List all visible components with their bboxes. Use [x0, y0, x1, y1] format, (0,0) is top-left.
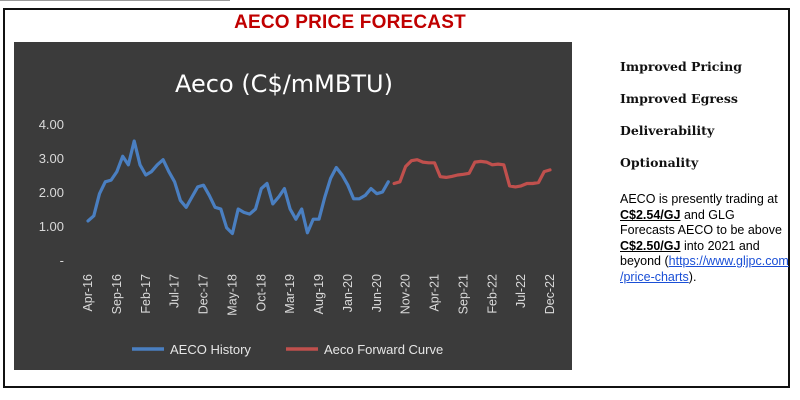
x-tick-label: Mar-19 [283, 274, 297, 314]
page-title: AECO PRICE FORECAST [234, 12, 466, 33]
y-tick-label: 3.00 [39, 151, 64, 166]
chart-background [14, 42, 572, 370]
x-tick-label: Dec-17 [197, 274, 211, 314]
x-tick-label: Jan-20 [341, 274, 355, 312]
heading-optionality: Optionality [620, 155, 699, 170]
heading-improved-pricing: Improved Pricing [620, 59, 742, 74]
x-tick-label: Feb-17 [139, 274, 153, 314]
x-tick-label: May-18 [225, 274, 239, 316]
x-tick-label: Oct-18 [254, 274, 268, 312]
x-tick-label: Jun-20 [370, 274, 384, 312]
series-line [392, 158, 552, 189]
paragraph-text-3: into 2021 and beyond ( [620, 238, 760, 269]
y-axis: - 1.00 2.00 3.00 4.00 [39, 117, 64, 268]
x-tick-label: Jul-17 [168, 274, 182, 308]
side-panel: Improved Pricing Improved Egress Deliver… [620, 60, 790, 285]
x-tick-label: Apr-16 [81, 274, 95, 312]
x-tick-label: Sep-21 [456, 274, 470, 314]
forecast-paragraph: AECO is presently trading at C$2.54/GJ a… [620, 192, 790, 285]
target-price: C$2.50/GJ [620, 238, 681, 253]
gljpc-link-part-2[interactable]: /price-charts [620, 269, 689, 284]
y-tick-label: - [60, 253, 64, 268]
current-price: C$2.54/GJ [620, 207, 681, 222]
x-tick-label: Nov-20 [399, 274, 413, 314]
heading-deliverability: Deliverability [620, 123, 715, 138]
gljpc-link-part-1[interactable]: https://www.gljpc.com [668, 254, 789, 268]
paragraph-text-1: AECO is presently trading at [620, 192, 778, 206]
legend: AECO History Aeco Forward Curve [132, 342, 443, 357]
line-chart: Aeco (C$/mMBTU) - 1.00 2.00 3.00 4.00 Apr-16… [14, 42, 572, 370]
y-tick-label: 4.00 [39, 117, 64, 132]
chart-title: Aeco (C$/mMBTU) [175, 70, 393, 98]
legend-label: Aeco Forward Curve [324, 342, 443, 357]
x-tick-label: Dec-22 [543, 274, 557, 314]
series-line [86, 139, 390, 236]
paragraph-text-2: and GLG Forecasts AECO to be above [620, 207, 782, 238]
y-tick-label: 1.00 [39, 219, 64, 234]
x-tick-label: Apr-21 [428, 274, 442, 312]
x-tick-label: Feb-22 [485, 274, 499, 314]
x-tick-label: Jul-22 [514, 274, 528, 308]
y-tick-label: 2.00 [39, 185, 64, 200]
paragraph-text-4: ). [688, 269, 697, 284]
x-axis: Apr-16 Sep-16 Feb-17 Jul-17 Dec-17 May-18 Oct-… [81, 274, 557, 316]
heading-improved-egress: Improved Egress [620, 91, 738, 106]
x-tick-label: Sep-16 [110, 274, 124, 314]
chart-panel: Aeco (C$/mMBTU) - 1.00 2.00 3.00 4.00 Apr-16… [14, 42, 572, 370]
series-layer [86, 139, 552, 236]
top-rule [0, 0, 230, 1]
legend-label: AECO History [170, 342, 251, 357]
x-tick-label: Aug-19 [312, 274, 326, 314]
